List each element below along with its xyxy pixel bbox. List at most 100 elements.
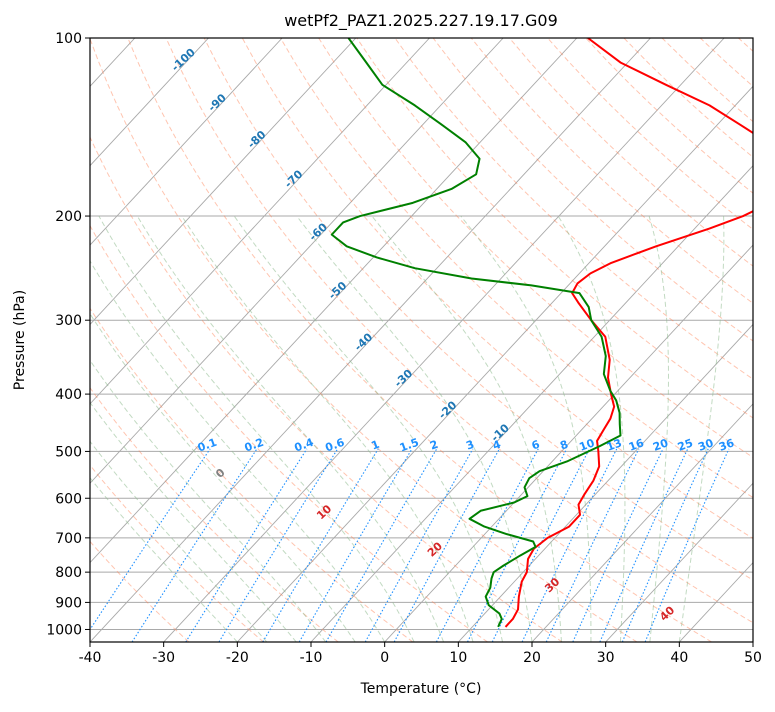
mixing-ratio-line [621, 448, 709, 642]
dry-adiabat-line [241, 38, 753, 540]
mixing-ratio-line [90, 448, 211, 631]
isotherm-line [237, 85, 753, 642]
x-tick-label: -10 [300, 650, 323, 666]
mixing-ratio-line [644, 448, 730, 642]
dry-adiabat-line [90, 464, 264, 642]
dry-adiabat-line [90, 540, 190, 642]
moist-adiabat-line [90, 401, 297, 642]
x-axis-label: Temperature (°C) [360, 681, 482, 697]
chart-title: wetPf2_PAZ1.2025.227.19.17.G09 [284, 11, 558, 31]
moist-adiabat-line [648, 215, 669, 642]
y-tick-label: 400 [55, 387, 82, 403]
mixing-ratio-line [599, 448, 689, 642]
mixing-ratio-line [325, 448, 438, 642]
y-tick-label: 300 [55, 313, 82, 329]
mixing-ratio-line [545, 448, 640, 642]
dry-adiabat-line [203, 38, 753, 581]
x-tick-label: -20 [226, 650, 249, 666]
mixing-ratio-label: 6 [530, 438, 542, 453]
mixing-ratio-label: 36 [717, 436, 736, 454]
mixing-ratio-label: 0.1 [196, 436, 219, 455]
dewpoint-line [330, 38, 622, 628]
isotherm-line [90, 38, 357, 326]
x-tick-label: -30 [152, 650, 175, 666]
x-tick-label: 40 [670, 650, 688, 666]
x-tick-label: 0 [380, 650, 389, 666]
x-tick-label: 20 [523, 650, 541, 666]
mixing-ratio-line [572, 448, 664, 642]
x-tick-label: 10 [449, 650, 467, 666]
mixing-ratio-line [185, 448, 308, 642]
mixing-ratio-line [491, 448, 590, 642]
x-tick-label: -40 [79, 650, 102, 666]
mixing-ratio-label: 0.2 [243, 436, 266, 455]
moist-adiabat-line [136, 215, 445, 642]
mixing-ratio-label: 3 [464, 438, 476, 453]
isotherm-line [90, 38, 504, 484]
dry-adiabat-line [280, 38, 753, 499]
y-tick-label: 700 [55, 531, 82, 547]
y-tick-label: 900 [55, 595, 82, 611]
mixing-ratio-line [521, 448, 618, 642]
isotherm-line [90, 38, 209, 167]
y-tick-label: 100 [55, 31, 82, 47]
isotherm-line [163, 38, 725, 642]
mixing-ratio-line [298, 448, 413, 642]
mixing-ratio-label: 0.4 [293, 436, 316, 455]
mixing-ratio-line [262, 448, 379, 642]
isotherm-line [90, 38, 430, 405]
isotherm-line [90, 38, 283, 246]
moist-adiabat-line [557, 215, 626, 642]
moist-adiabat-line [181, 215, 474, 642]
isotherm-line [310, 165, 753, 642]
isotherm-line [90, 38, 651, 642]
isotherm-line [531, 403, 753, 642]
moist-adiabat-line [90, 359, 327, 642]
moist-adiabat-line [296, 215, 533, 642]
y-tick-label: 600 [55, 491, 82, 507]
dry-adiabat-line [356, 38, 753, 419]
y-tick-label: 200 [55, 209, 82, 225]
dry-adiabat-line [470, 38, 753, 304]
isotherm-line [605, 482, 753, 642]
mixing-ratio-label: 2 [428, 438, 440, 453]
y-tick-label: 1000 [46, 622, 82, 638]
dry-adiabat-line [90, 135, 563, 642]
isotherm-line [458, 323, 753, 642]
dry-adiabat-line [432, 38, 753, 342]
x-tick-label: 50 [744, 650, 762, 666]
isotherm-line [384, 244, 753, 642]
dry-adiabat-line [90, 38, 638, 642]
dry-adiabat-line [90, 224, 488, 642]
moist-adiabat-line [678, 216, 725, 642]
moist-adiabat-line [90, 477, 238, 642]
mixing-ratio-line [131, 448, 258, 642]
mixing-ratio-label: 16 [627, 436, 646, 454]
dry-adiabat-line [90, 386, 339, 642]
moist-adiabat-line [90, 260, 386, 642]
moist-adiabat-line [90, 440, 268, 642]
moist-adiabat-line [90, 312, 356, 642]
dry-adiabat-line [90, 307, 414, 642]
x-tick-label: 30 [597, 650, 615, 666]
mixing-ratio-label: 25 [676, 436, 695, 453]
y-tick-label: 500 [55, 444, 82, 460]
y-tick-label: 800 [55, 565, 82, 581]
y-axis-label: Pressure (hPa) [12, 290, 28, 390]
mixing-ratio-label: 10 [577, 436, 596, 454]
mixing-ratio-line [435, 448, 539, 642]
mixing-ratio-label: 8 [558, 438, 570, 453]
axes-frame [89, 37, 754, 643]
dry-adiabat-line [127, 38, 712, 642]
mixing-ratio-label: 0.6 [323, 436, 346, 455]
mixing-ratio-label: 4 [491, 438, 503, 453]
moist-adiabat-line [98, 215, 415, 642]
mixing-ratio-line [218, 448, 339, 642]
dry-adiabat-line [165, 38, 753, 624]
mixing-ratio-label: 13 [605, 436, 624, 453]
mixing-ratio-label: 1 [370, 438, 382, 453]
mixing-ratio-label: 1.5 [398, 436, 421, 455]
mixing-ratio-label: 30 [696, 436, 715, 454]
